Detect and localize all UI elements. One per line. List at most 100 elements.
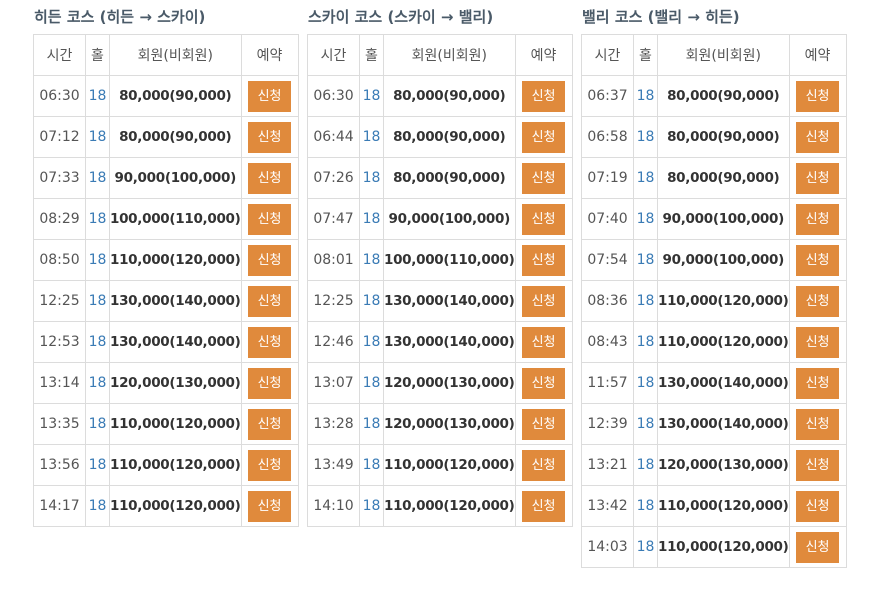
hole-count: 18	[633, 280, 658, 322]
price: 110,000(120,000)	[657, 526, 790, 568]
hole-count: 18	[85, 321, 110, 363]
tee-time: 12:25	[33, 280, 86, 322]
reserve-button[interactable]: 신청	[248, 367, 292, 399]
price: 80,000(90,000)	[383, 75, 516, 117]
tee-time: 14:17	[33, 485, 86, 527]
hole-count: 18	[85, 403, 110, 445]
tee-time: 12:25	[307, 280, 360, 322]
reserve-button[interactable]: 신청	[796, 490, 840, 522]
hole-count: 18	[359, 75, 384, 117]
hole-count: 18	[633, 444, 658, 486]
hole-count: 18	[359, 198, 384, 240]
reserve-button[interactable]: 신청	[522, 285, 566, 317]
price: 110,000(120,000)	[109, 444, 242, 486]
reserve-button[interactable]: 신청	[248, 449, 292, 481]
reserve-button[interactable]: 신청	[522, 203, 566, 235]
price: 110,000(120,000)	[109, 239, 242, 281]
reserve-button[interactable]: 신청	[796, 408, 840, 440]
price: 110,000(120,000)	[383, 485, 516, 527]
reserve-button[interactable]: 신청	[796, 449, 840, 481]
tee-time: 06:30	[33, 75, 86, 117]
reserve-button[interactable]: 신청	[248, 244, 292, 276]
table-row: 12:46 18 130,000(140,000) 신청	[307, 321, 573, 363]
reserve-button[interactable]: 신청	[248, 80, 292, 112]
table-row: 06:44 18 80,000(90,000) 신청	[307, 116, 573, 158]
reserve-button[interactable]: 신청	[248, 285, 292, 317]
hole-count: 18	[85, 362, 110, 404]
reserve-button[interactable]: 신청	[248, 162, 292, 194]
hole-count: 18	[85, 198, 110, 240]
reserve-button[interactable]: 신청	[522, 121, 566, 153]
price: 130,000(140,000)	[383, 280, 516, 322]
hole-count: 18	[359, 157, 384, 199]
reserve-cell: 신청	[514, 75, 573, 117]
hole-count: 18	[633, 239, 658, 281]
table-row: 07:54 18 90,000(100,000) 신청	[581, 239, 847, 281]
table-row: 07:40 18 90,000(100,000) 신청	[581, 198, 847, 240]
column-header-reserve: 예약	[240, 34, 299, 76]
reserve-cell: 신청	[788, 526, 847, 568]
course-panel-valley: 밸리 코스 (밸리 → 히든) 시간 홀 회원(비회원) 예약 06:37 18 8…	[581, 0, 847, 568]
reserve-button[interactable]: 신청	[248, 203, 292, 235]
table-row: 13:35 18 110,000(120,000) 신청	[33, 403, 299, 445]
reserve-cell: 신청	[514, 321, 573, 363]
tee-time: 07:47	[307, 198, 360, 240]
column-header-time: 시간	[581, 34, 634, 76]
reserve-button[interactable]: 신청	[796, 80, 840, 112]
table-row: 08:50 18 110,000(120,000) 신청	[33, 239, 299, 281]
table-row: 12:25 18 130,000(140,000) 신청	[307, 280, 573, 322]
table-row: 12:53 18 130,000(140,000) 신청	[33, 321, 299, 363]
reserve-button[interactable]: 신청	[522, 162, 566, 194]
price: 80,000(90,000)	[657, 116, 790, 158]
reserve-button[interactable]: 신청	[522, 80, 566, 112]
price: 120,000(130,000)	[109, 362, 242, 404]
column-header-hole: 홀	[85, 34, 110, 76]
reserve-button[interactable]: 신청	[248, 490, 292, 522]
hole-count: 18	[633, 362, 658, 404]
reserve-cell: 신청	[788, 485, 847, 527]
table-row: 07:12 18 80,000(90,000) 신청	[33, 116, 299, 158]
hole-count: 18	[633, 485, 658, 527]
reserve-button[interactable]: 신청	[796, 244, 840, 276]
reserve-cell: 신청	[788, 116, 847, 158]
price: 130,000(140,000)	[109, 321, 242, 363]
tee-time: 08:50	[33, 239, 86, 281]
reserve-button[interactable]: 신청	[522, 326, 566, 358]
reserve-button[interactable]: 신청	[796, 367, 840, 399]
price: 120,000(130,000)	[657, 444, 790, 486]
reserve-button[interactable]: 신청	[796, 531, 840, 563]
reserve-button[interactable]: 신청	[796, 326, 840, 358]
reserve-cell: 신청	[240, 321, 299, 363]
reserve-cell: 신청	[788, 403, 847, 445]
hole-count: 18	[633, 157, 658, 199]
reserve-button[interactable]: 신청	[522, 367, 566, 399]
reserve-button[interactable]: 신청	[248, 408, 292, 440]
price: 80,000(90,000)	[109, 75, 242, 117]
reserve-cell: 신청	[514, 362, 573, 404]
reserve-button[interactable]: 신청	[248, 121, 292, 153]
table-row: 13:21 18 120,000(130,000) 신청	[581, 444, 847, 486]
tee-time: 13:49	[307, 444, 360, 486]
reserve-button[interactable]: 신청	[522, 408, 566, 440]
table-row: 06:37 18 80,000(90,000) 신청	[581, 75, 847, 117]
reserve-button[interactable]: 신청	[796, 285, 840, 317]
reserve-button[interactable]: 신청	[522, 490, 566, 522]
hole-count: 18	[359, 444, 384, 486]
table-row: 06:30 18 80,000(90,000) 신청	[307, 75, 573, 117]
reserve-cell: 신청	[788, 444, 847, 486]
reserve-button[interactable]: 신청	[796, 162, 840, 194]
tee-time: 13:35	[33, 403, 86, 445]
table-row: 13:07 18 120,000(130,000) 신청	[307, 362, 573, 404]
tee-time: 07:33	[33, 157, 86, 199]
reserve-button[interactable]: 신청	[796, 203, 840, 235]
hole-count: 18	[85, 157, 110, 199]
reserve-button[interactable]: 신청	[522, 449, 566, 481]
hole-count: 18	[633, 198, 658, 240]
reserve-cell: 신청	[240, 116, 299, 158]
price: 110,000(120,000)	[383, 444, 516, 486]
table-row: 07:19 18 80,000(90,000) 신청	[581, 157, 847, 199]
reserve-button[interactable]: 신청	[522, 244, 566, 276]
reserve-button[interactable]: 신청	[248, 326, 292, 358]
price: 110,000(120,000)	[109, 403, 242, 445]
reserve-button[interactable]: 신청	[796, 121, 840, 153]
